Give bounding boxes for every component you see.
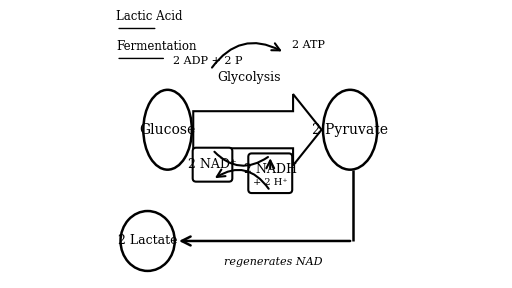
Text: 2 ADP + 2 P: 2 ADP + 2 P (173, 56, 242, 66)
Text: 2 ATP: 2 ATP (292, 40, 325, 50)
Text: 2 Pyruvate: 2 Pyruvate (312, 123, 388, 137)
Ellipse shape (323, 90, 377, 170)
Text: regenerates NAD: regenerates NAD (224, 257, 323, 267)
Polygon shape (193, 94, 322, 165)
FancyBboxPatch shape (248, 154, 292, 193)
Ellipse shape (143, 90, 192, 170)
Ellipse shape (120, 211, 175, 271)
Text: 2 Lactate: 2 Lactate (118, 234, 177, 247)
Text: 2 NAD⁺: 2 NAD⁺ (188, 158, 237, 171)
FancyBboxPatch shape (193, 148, 232, 182)
Text: 2 NADH: 2 NADH (244, 163, 297, 176)
Text: Glucose: Glucose (139, 123, 196, 137)
Text: Lactic Acid: Lactic Acid (116, 10, 183, 23)
Text: Glycolysis: Glycolysis (217, 71, 281, 84)
Text: + 2 H⁺: + 2 H⁺ (253, 178, 288, 187)
Text: Fermentation: Fermentation (116, 40, 197, 53)
